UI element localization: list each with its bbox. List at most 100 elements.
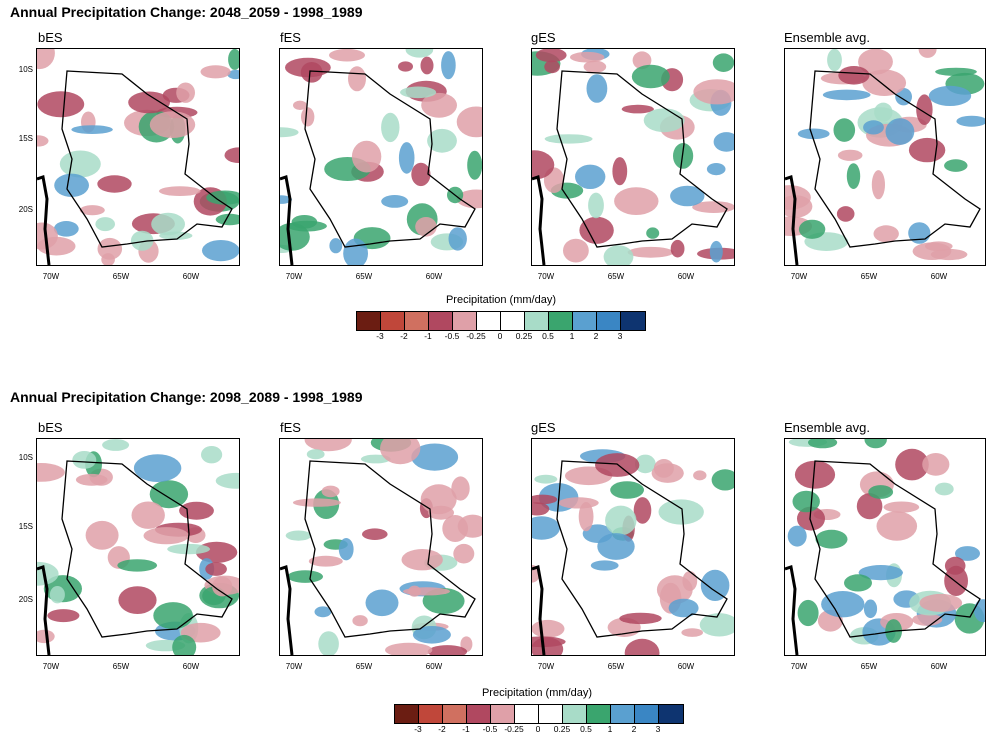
coastline <box>37 565 51 655</box>
coastline <box>37 175 51 265</box>
coastline <box>532 175 546 265</box>
contour-region <box>583 60 607 73</box>
colorbar-cell <box>635 705 659 723</box>
coastline <box>532 565 546 655</box>
contour-region <box>457 514 482 538</box>
contour-region <box>535 49 567 63</box>
contour-region <box>95 217 115 232</box>
contour-region <box>304 439 352 452</box>
country-outline <box>304 70 476 248</box>
row2-colorbar <box>394 704 684 724</box>
country-outline <box>556 460 728 638</box>
row1-map-fES <box>279 48 483 266</box>
colorbar-label: -0.25 <box>466 331 486 341</box>
row1-panel-ens-title: Ensemble avg. <box>784 30 870 45</box>
contour-region <box>329 49 365 62</box>
country-outline <box>304 460 476 638</box>
contour-region <box>918 49 937 58</box>
contour-region <box>47 609 80 623</box>
row1-panel-bES-title: bES <box>38 30 63 45</box>
colorbar-cell <box>467 705 491 723</box>
colorbar-cell <box>501 312 525 330</box>
contour-region <box>670 239 685 258</box>
contour-region <box>202 240 239 262</box>
contour-region <box>700 569 730 601</box>
colorbar-cell <box>597 312 621 330</box>
contour-region <box>822 89 871 101</box>
colorbar-label: -2 <box>438 724 446 734</box>
contour-region <box>544 134 593 144</box>
row1-map-bES <box>36 48 240 266</box>
row2-panel-fES-title: fES <box>280 420 301 435</box>
row2-map-gES <box>531 438 735 656</box>
coastline <box>785 565 799 655</box>
colorbar-cell <box>419 705 443 723</box>
contour-region <box>643 108 685 133</box>
contour-region <box>578 502 594 532</box>
contour-region <box>285 530 312 541</box>
contour-region <box>614 187 659 216</box>
contour-region <box>858 49 893 75</box>
colorbar-label: 1 <box>569 331 575 341</box>
contour-region <box>955 546 980 561</box>
contour-region <box>908 137 946 163</box>
contour-region <box>646 227 660 239</box>
contour-region <box>37 135 49 147</box>
colorbar-cell <box>525 312 549 330</box>
contour-region <box>398 142 415 174</box>
colorbar-cell <box>453 312 477 330</box>
contour-region <box>944 556 966 575</box>
row2-xtick-60W-d: 60W <box>930 662 948 671</box>
row2-xtick-65W-c: 65W <box>607 662 625 671</box>
contour-region <box>153 602 193 630</box>
coastline <box>280 565 294 655</box>
contour-region <box>673 143 694 169</box>
contour-region <box>693 79 734 105</box>
contour-region <box>441 51 456 80</box>
contour-region <box>627 246 674 258</box>
contour-region <box>797 506 825 531</box>
contour-region <box>863 599 878 619</box>
contour-region <box>381 112 400 143</box>
colorbar-cell <box>395 705 419 723</box>
colorbar-cell <box>515 705 539 723</box>
contour-region <box>544 60 560 74</box>
contour-region <box>85 520 119 550</box>
contour-region <box>633 497 652 524</box>
contour-region <box>895 88 912 106</box>
contour-region <box>956 115 985 127</box>
contour-region <box>301 107 315 127</box>
contour-region <box>838 66 870 85</box>
contour-region <box>131 501 165 529</box>
contour-region <box>280 127 299 138</box>
colorbar-label: 2 <box>593 331 599 341</box>
contour-region <box>856 493 883 520</box>
row1-xtick-65W-b: 65W <box>355 272 373 281</box>
contour-region <box>532 619 565 638</box>
contour-region <box>201 446 223 464</box>
colorbar-label: -0.25 <box>504 724 524 734</box>
contour-region <box>871 170 885 200</box>
contour-region <box>212 576 233 597</box>
contour-region <box>833 118 856 142</box>
row2-map-bES <box>36 438 240 656</box>
colorbar-cell <box>539 705 563 723</box>
row2-xtick-70W-a: 70W <box>42 662 60 671</box>
contour-region <box>883 501 920 513</box>
contour-region <box>402 587 451 596</box>
contour-region <box>398 61 413 72</box>
contour-region <box>293 100 307 110</box>
colorbar-cell <box>405 312 429 330</box>
contour-region <box>101 253 115 265</box>
contour-region <box>579 216 614 244</box>
contour-region <box>37 49 55 70</box>
contour-region <box>362 528 388 540</box>
row2-colorbar-title: Precipitation (mm/day) <box>481 687 593 699</box>
contour-region <box>321 485 340 498</box>
contour-region <box>534 474 558 484</box>
contour-region <box>37 91 85 118</box>
contour-region <box>285 57 331 78</box>
contour-region <box>844 574 872 592</box>
contour-region <box>876 511 918 541</box>
contour-region <box>711 469 734 491</box>
